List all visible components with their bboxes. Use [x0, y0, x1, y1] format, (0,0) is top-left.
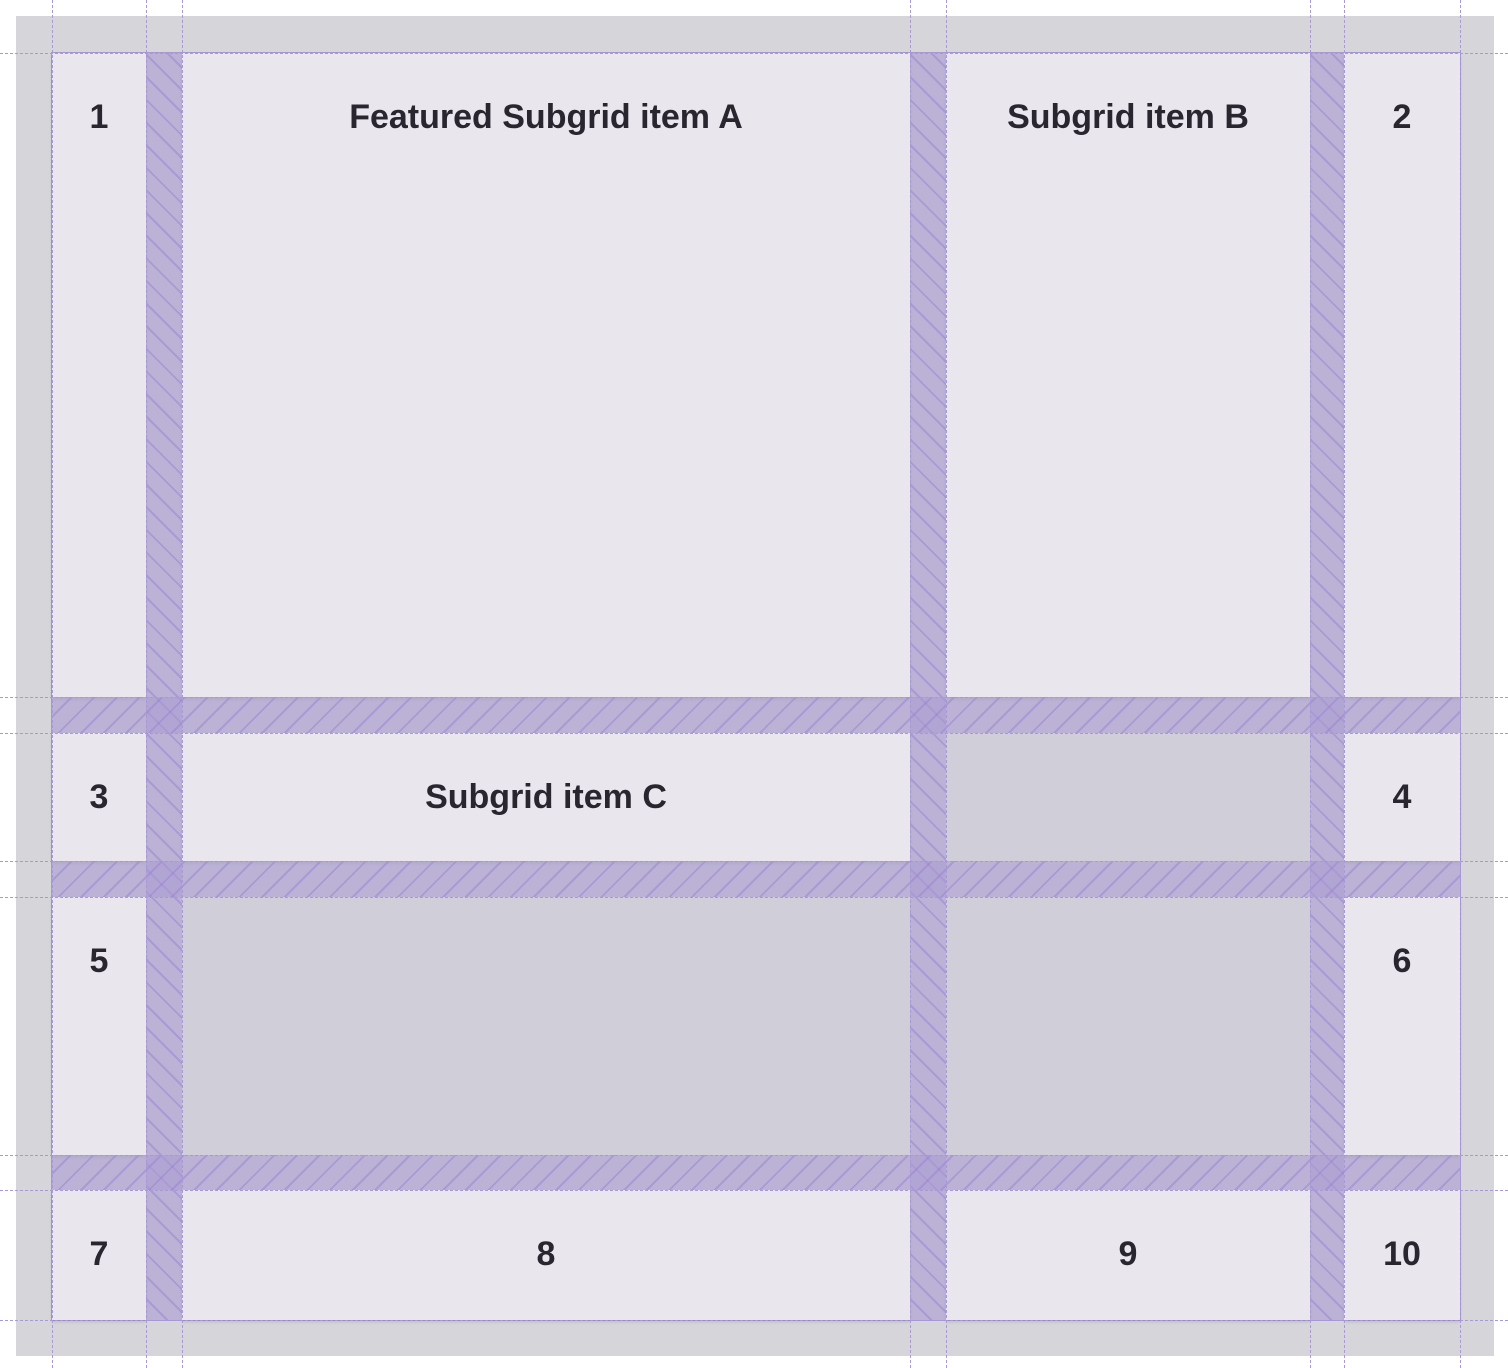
grid-line [0, 697, 1508, 698]
grid-line [182, 0, 183, 1368]
row-gap [52, 861, 1460, 897]
grid-line [1344, 0, 1345, 1368]
grid-item-9: 9 [946, 1190, 1310, 1320]
subgrid-item-b: Subgrid item B [946, 53, 1310, 697]
column-gap [910, 53, 946, 1320]
grid-item-5: 5 [52, 897, 146, 1155]
grid-line [0, 1190, 1508, 1191]
grid-line [0, 861, 1508, 862]
grid-line [0, 1320, 1508, 1321]
grid-item-1: 1 [52, 53, 146, 697]
empty-cell [946, 733, 1310, 861]
grid-line [910, 0, 911, 1368]
grid-line [1310, 0, 1311, 1368]
grid-item-8: 8 [182, 1190, 910, 1320]
grid-line [0, 897, 1508, 898]
grid-line [0, 733, 1508, 734]
column-gap [1310, 53, 1344, 1320]
column-gap [146, 53, 182, 1320]
subgrid-item-c: Subgrid item C [182, 733, 910, 861]
grid-item-6: 6 [1344, 897, 1460, 1155]
grid-item-2: 2 [1344, 53, 1460, 697]
grid-line [946, 0, 947, 1368]
grid-item-3: 3 [52, 733, 146, 861]
grid-line [52, 0, 53, 1368]
grid-line [1460, 0, 1461, 1368]
subgrid-item-a: Featured Subgrid item A [182, 53, 910, 697]
grid-line [0, 53, 1508, 54]
grid-item-4: 4 [1344, 733, 1460, 861]
grid-item-7: 7 [52, 1190, 146, 1320]
grid-line [0, 1155, 1508, 1156]
empty-area [182, 897, 1310, 1155]
row-gap [52, 1155, 1460, 1190]
grid-line [146, 0, 147, 1368]
row-gap [52, 697, 1460, 733]
grid-item-10: 10 [1344, 1190, 1460, 1320]
